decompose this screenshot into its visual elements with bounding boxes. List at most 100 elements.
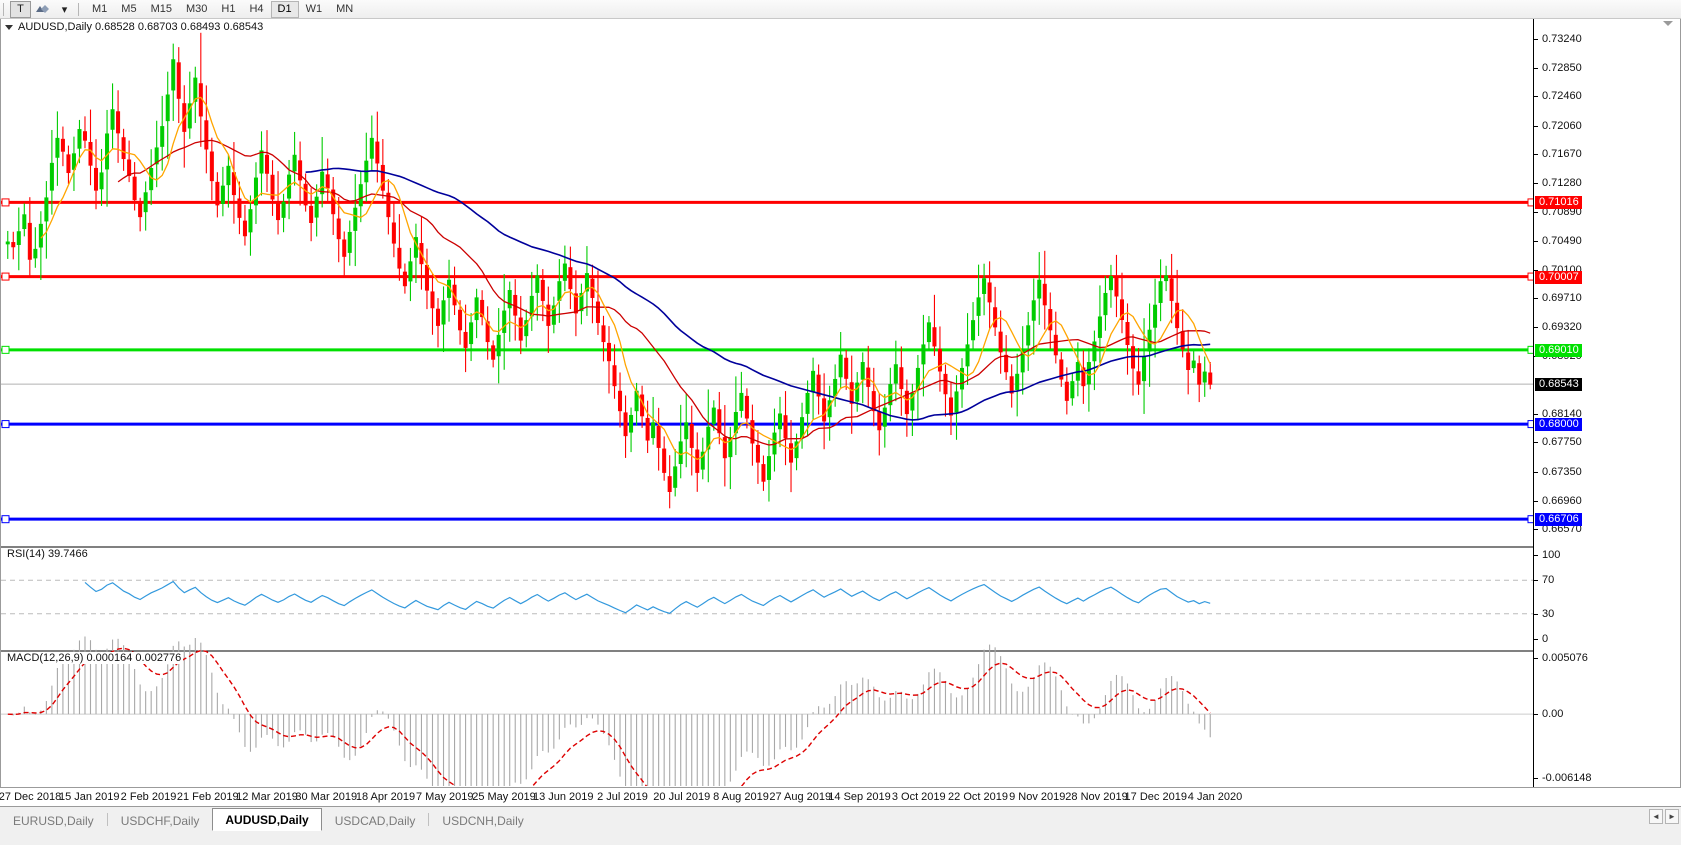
chart-menu-caret-icon[interactable] xyxy=(5,24,13,30)
date-axis[interactable]: 27 Dec 2018 15 Jan 2019 2 Feb 2019 21 Feb 2… xyxy=(0,788,1681,807)
rsi-indicator-label: RSI(14) 39.7466 xyxy=(5,548,90,560)
tab-scroll-left-icon[interactable]: ◄ xyxy=(1649,809,1663,824)
price-tick: 0.67750 xyxy=(1534,437,1582,448)
price-badge-0.68000[interactable]: 0.68000 xyxy=(1535,418,1582,432)
toolbar-grip-1[interactable] xyxy=(1,1,8,17)
date-tick: 18 Apr 2019 xyxy=(355,791,416,803)
collapse-caret-icon[interactable] xyxy=(1663,21,1673,26)
macd-tick: 0.005076 xyxy=(1534,653,1588,664)
price-tick: 0.72460 xyxy=(1534,91,1582,102)
date-tick: 27 Aug 2019 xyxy=(769,791,832,803)
date-tick: 22 Oct 2019 xyxy=(948,791,1008,803)
chart-tab-usdcad[interactable]: USDCAD,Daily xyxy=(321,810,429,831)
timeframe-label: D1 xyxy=(277,3,292,15)
price-tick: 0.69710 xyxy=(1534,293,1582,304)
timeframe-mn[interactable]: MN xyxy=(329,1,360,18)
tab-scroll-right-icon[interactable]: ► xyxy=(1665,809,1679,824)
level-line-0.70007[interactable] xyxy=(1,272,1533,281)
timeframe-m15[interactable]: M15 xyxy=(144,1,179,18)
date-tick: 25 May 2019 xyxy=(472,791,536,803)
timeframe-group: M1 M5 M15 M30 H1 H4 D1 W1 MN xyxy=(85,0,360,18)
objects-tool-button[interactable] xyxy=(31,1,54,18)
tab-scroll-arrows: ◄ ► xyxy=(1649,809,1679,824)
timeframe-label: H1 xyxy=(221,3,236,15)
level-line-0.69010[interactable] xyxy=(1,345,1533,354)
text-tool-button[interactable]: T xyxy=(10,0,31,18)
chart-tab-eurusd[interactable]: EURUSD,Daily xyxy=(0,810,107,831)
chart-tab-label: USDCAD,Daily xyxy=(334,814,416,828)
chart-tab-label: AUDUSD,Daily xyxy=(225,812,309,827)
chart-tab-usdcnh[interactable]: USDCNH,Daily xyxy=(429,810,537,831)
chart-tab-bar: EURUSD,Daily USDCHF,Daily AUDUSD,Daily USDC… xyxy=(0,807,1681,845)
price-tick: 0.69320 xyxy=(1534,322,1582,333)
timeframe-m30[interactable]: M30 xyxy=(179,1,214,18)
chevron-down-icon: ▾ xyxy=(61,3,68,16)
level-line-0.68000[interactable] xyxy=(1,420,1533,429)
date-tick: 8 Aug 2019 xyxy=(713,791,769,803)
date-tick: 4 Jan 2020 xyxy=(1187,791,1243,803)
timeframe-m1[interactable]: M1 xyxy=(85,1,114,18)
date-tick: 17 Dec 2019 xyxy=(1124,791,1187,803)
date-tick: 21 Feb 2019 xyxy=(176,791,239,803)
chart-tab-label: USDCNH,Daily xyxy=(442,814,524,828)
date-tick: 14 Sep 2019 xyxy=(828,791,891,803)
timeframe-label: H4 xyxy=(249,3,264,15)
price-tick: 0.70490 xyxy=(1534,236,1582,247)
macd-tick: -0.006148 xyxy=(1534,773,1592,784)
timeframe-w1[interactable]: W1 xyxy=(299,1,330,18)
chart-tab-label: USDCHF,Daily xyxy=(120,814,200,828)
price-tick: 0.71280 xyxy=(1534,178,1582,189)
timeframe-label: M15 xyxy=(150,3,172,15)
date-tick: 30 Mar 2019 xyxy=(295,791,358,803)
objects-dropdown-button[interactable]: ▾ xyxy=(54,1,75,18)
price-axis[interactable]: 0.73240 0.72850 0.72460 0.72060 0.71670 0.712… xyxy=(1533,19,1680,787)
date-tick: 12 Mar 2019 xyxy=(236,791,298,803)
date-tick: 28 Nov 2019 xyxy=(1065,791,1128,803)
price-badge-0.66706[interactable]: 0.66706 xyxy=(1535,513,1582,527)
symbol-ohlc-text: AUDUSD,Daily 0.68528 0.68703 0.68493 0.6… xyxy=(18,21,264,33)
timeframe-d1[interactable]: D1 xyxy=(270,0,299,18)
timeframe-h4[interactable]: H4 xyxy=(242,1,270,18)
timeframe-label: MN xyxy=(336,3,354,15)
date-tick: 2 Jul 2019 xyxy=(597,791,648,803)
price-tick: 0.72850 xyxy=(1534,62,1582,74)
toolbar-grip-2[interactable] xyxy=(76,1,83,17)
price-badge-0.71016[interactable]: 0.71016 xyxy=(1535,196,1582,210)
chart-symbol-header: AUDUSD,Daily 0.68528 0.68703 0.68493 0.6… xyxy=(5,21,263,33)
level-line-0.71016[interactable] xyxy=(1,198,1533,207)
level-line-0.66706[interactable] xyxy=(1,515,1533,524)
date-tick: 3 Oct 2019 xyxy=(891,791,946,803)
rsi-tick: 100 xyxy=(1534,550,1560,561)
shapes-icon xyxy=(36,4,49,13)
ma-slow-line xyxy=(305,167,1211,421)
rsi-tick: 30 xyxy=(1534,608,1554,620)
timeframe-m5[interactable]: M5 xyxy=(114,1,143,18)
tab-separator xyxy=(106,812,108,826)
chart-tab-usdchf[interactable]: USDCHF,Daily xyxy=(107,810,213,831)
timeframe-label: M30 xyxy=(185,3,208,15)
macd-histogram xyxy=(12,636,1211,786)
chart-tabs: EURUSD,Daily USDCHF,Daily AUDUSD,Daily USDC… xyxy=(0,807,537,831)
price-tick: 0.66570 xyxy=(1534,524,1582,535)
date-tick: 2 Feb 2019 xyxy=(120,791,177,803)
rsi-tick: 0 xyxy=(1534,634,1548,645)
tab-separator xyxy=(428,812,430,826)
chart-area[interactable]: AUDUSD,Daily 0.68528 0.68703 0.68493 0.6… xyxy=(0,19,1681,788)
text-tool-icon: T xyxy=(17,3,24,15)
chart-tab-audusd[interactable]: AUDUSD,Daily xyxy=(212,808,322,831)
timeframe-h1[interactable]: H1 xyxy=(214,1,242,18)
price-badge-0.68543[interactable]: 0.68543 xyxy=(1535,378,1582,392)
price-plot-area[interactable]: RSI(14) 39.7466 MACD(12,26,9) 0.000164 0.… xyxy=(1,19,1533,787)
candlestick-svg xyxy=(1,32,1533,786)
timeframe-label: M1 xyxy=(92,3,108,15)
price-badge-0.69010[interactable]: 0.69010 xyxy=(1535,343,1582,357)
rsi-line xyxy=(84,580,1211,614)
price-tick: 0.66960 xyxy=(1534,495,1582,507)
date-tick: 15 Jan 2019 xyxy=(58,791,120,803)
chart-tab-label: EURUSD,Daily xyxy=(13,814,94,828)
ma-mid-line xyxy=(117,139,1211,446)
date-tick: 13 Jun 2019 xyxy=(532,791,594,803)
price-badge-0.70007[interactable]: 0.70007 xyxy=(1535,270,1582,284)
price-tick: 0.73240 xyxy=(1534,33,1582,45)
